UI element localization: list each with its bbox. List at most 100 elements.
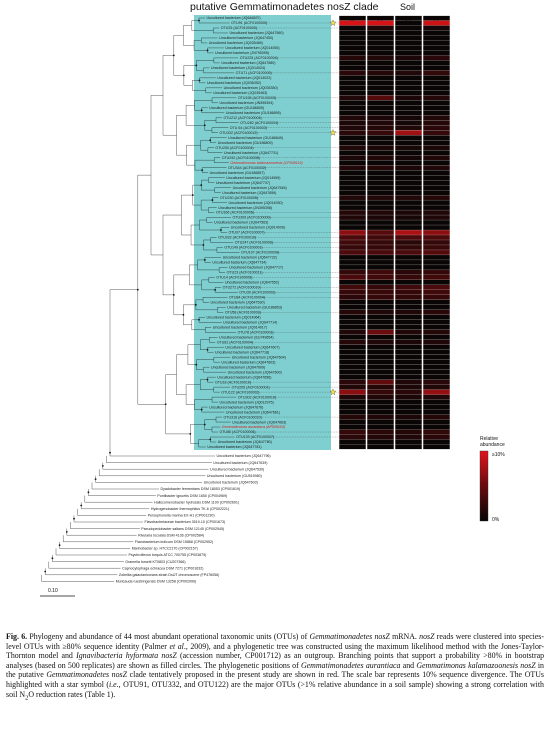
heatmap-cell [339,250,366,255]
heatmap-cell [339,15,366,21]
heatmap-cell [423,314,450,320]
leaf-label: Uncultured bacterium (JQ647600) [228,370,282,374]
heatmap-cell [339,404,366,410]
leaf-label: Uncultured bacterium (JN395398) [218,206,272,210]
heatmap-cell [423,339,450,345]
heatmap-cell [395,75,422,81]
leaf-label: OTU14 (ACF0100005) [216,276,252,280]
heatmap-cell [395,25,422,31]
leaf-label: OTU332 (ACF0100012) [219,131,257,135]
heatmap-cell [367,334,394,340]
heatmap-cell [395,344,422,350]
heatmap-cell [367,15,394,21]
heatmap-cell [367,95,394,101]
heatmap-cell [367,195,394,200]
heatmap-cell [339,225,366,230]
heatmap-cell [367,339,394,345]
heatmap-cell [339,40,366,46]
heatmap-cell [423,145,450,151]
heatmap-cell [367,175,394,181]
heatmap-cell [339,170,366,176]
outgroup-leaf-label: Marinobacter sp. HTCC2170 (CP002157) [132,547,198,551]
heatmap-cell [395,225,422,230]
legend-title-line2: abundance [480,442,505,448]
heatmap-cell [395,140,422,146]
heatmap-cell [339,95,366,101]
heatmap-cell [339,30,366,36]
caption-fig-number: Fig. 6. [6,632,28,641]
heatmap-cell [339,339,366,345]
heatmap-cell [423,200,450,205]
heatmap-cell [423,270,450,275]
heatmap-cell [395,424,422,430]
heatmap-cell [339,190,366,195]
heatmap-cell [395,40,422,46]
heatmap-column [422,15,451,450]
heatmap-cell [395,125,422,131]
heatmap-cell [395,389,422,395]
heatmap-cell [367,155,394,161]
heatmap-cell [423,70,450,76]
heatmap-cell [423,384,450,390]
heatmap-cell [395,245,422,250]
heatmap-cell [367,185,394,190]
heatmap-cell [395,324,422,330]
outgroup-leaf-label: Psychroflexus torquis ATCC 700755 (CP003… [129,553,207,557]
heatmap-cell [339,55,366,61]
leaf-label: Uncultured bacterium (JQ647563) [214,221,268,225]
heatmap-cell [339,265,366,270]
heatmap-cell [367,399,394,405]
heatmap-cell [395,155,422,161]
leaf-label: Uncultured bacterium (JQ014959) [226,176,280,180]
leaf-label: Uncultured bacterium (JQ647731) [224,151,278,155]
heatmap-cell [395,354,422,360]
heatmap-cell [367,294,394,300]
leaf-label: Uncultured bacterium (JQ647607) [225,345,279,349]
heatmap-cell [395,85,422,91]
heatmap-cell [367,110,394,116]
heatmap-cell [423,439,450,445]
heatmap-cell [395,419,422,425]
heatmap-cell [423,65,450,71]
leaf-label: Uncultured bacterium (JQ647734) [212,261,266,265]
heatmap-cell [339,279,366,285]
heatmap-cell [367,409,394,415]
heatmap-cell [339,230,366,235]
tree-branches [41,17,240,582]
heatmap-cell [395,55,422,61]
heatmap-cell [339,155,366,161]
leaf-label: OTU86 (ACF0100006) [219,430,255,434]
heatmap-cell [423,55,450,61]
heatmap-cell [367,349,394,355]
heatmap-cell [395,45,422,51]
heatmap-cell [395,275,422,280]
heatmap-cell [367,20,394,26]
heatmap-cell [395,334,422,340]
abundance-heatmap [338,15,451,450]
leaf-label: Uncultured bacterium (JQ014017) [213,325,267,329]
heatmap-cell [367,414,394,420]
heatmap-cell [423,115,450,121]
leaf-label: OTU197 (ACF0100009) [241,251,279,255]
heatmap-cell [423,284,450,290]
leaf-label: Uncultured bacterium (JQ647659) [222,191,276,195]
heatmap-cell [339,165,366,171]
heatmap-cell [395,439,422,445]
heatmap-cell [423,349,450,355]
outgroup-leaf-label: Dyadobacter fermentans DSM 18053 (CP0016… [161,487,241,491]
heatmap-cell [367,165,394,171]
heatmap-cell [367,279,394,285]
leaf-label: OTU122 (ACF0100002) [221,390,259,394]
leaf-label: Uncultured bacterium (JQ012975) [220,400,274,404]
heatmap-cell [367,45,394,51]
heatmap-cell [423,185,450,190]
heatmap-cell [395,260,422,265]
leaf-label: Uncultured bacterium (JQ647663) [232,420,286,424]
heatmap-cell [367,205,394,210]
heatmap-cell [367,200,394,205]
heatmap-cell [423,110,450,116]
heatmap-cell [367,55,394,61]
heatmap-cell [395,349,422,355]
leaf-label: OTU250 (ACF0100004) [215,146,253,150]
heatmap-cell [339,175,366,181]
